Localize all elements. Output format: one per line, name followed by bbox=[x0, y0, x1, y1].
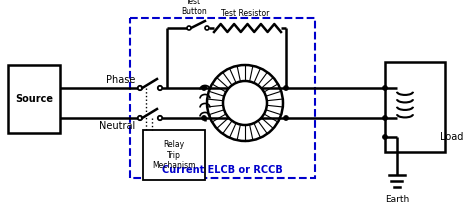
Circle shape bbox=[223, 81, 267, 125]
Text: Source: Source bbox=[15, 94, 53, 104]
Text: Current ELCB or RCCB: Current ELCB or RCCB bbox=[162, 165, 283, 175]
Circle shape bbox=[383, 85, 388, 91]
Text: Test
Button: Test Button bbox=[181, 0, 207, 16]
Text: Load: Load bbox=[440, 132, 464, 142]
Circle shape bbox=[187, 26, 191, 30]
Circle shape bbox=[383, 134, 388, 139]
Text: Neutral: Neutral bbox=[99, 121, 135, 131]
Circle shape bbox=[158, 116, 162, 120]
Text: Phase: Phase bbox=[106, 75, 135, 85]
Circle shape bbox=[205, 26, 209, 30]
Text: Earth: Earth bbox=[385, 196, 409, 204]
Circle shape bbox=[201, 85, 207, 91]
Bar bbox=[143, 130, 205, 180]
Circle shape bbox=[383, 115, 388, 120]
Text: Test Resistor: Test Resistor bbox=[221, 9, 269, 18]
Bar bbox=[130, 18, 315, 178]
Circle shape bbox=[201, 115, 207, 120]
Circle shape bbox=[207, 65, 283, 141]
Circle shape bbox=[138, 86, 142, 90]
Circle shape bbox=[138, 116, 142, 120]
Text: Relay
Trip
Mechanism: Relay Trip Mechanism bbox=[152, 140, 196, 170]
Circle shape bbox=[283, 115, 289, 120]
Circle shape bbox=[283, 85, 289, 91]
Bar bbox=[8, 65, 60, 133]
Circle shape bbox=[158, 86, 162, 90]
Bar bbox=[385, 62, 445, 152]
